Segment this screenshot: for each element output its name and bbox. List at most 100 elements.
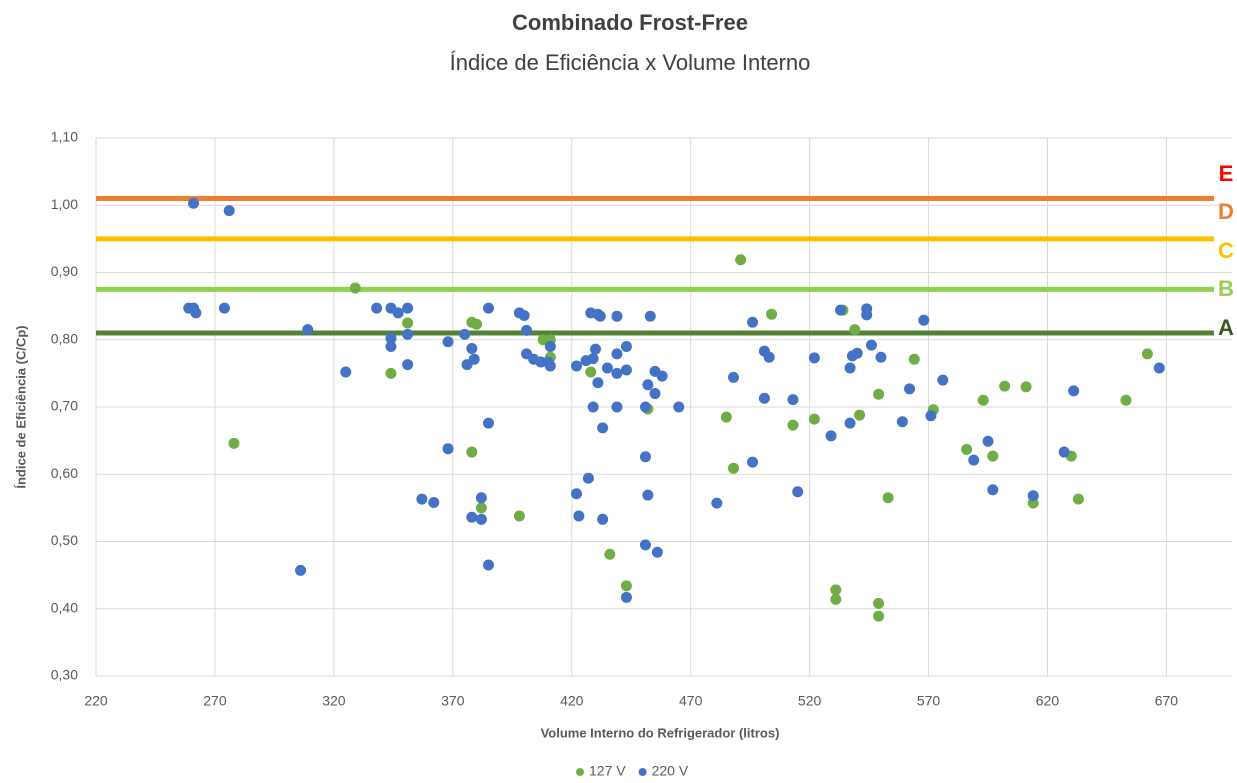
x-tick-label: 570 <box>917 693 941 709</box>
legend-label: 220 V <box>652 763 689 779</box>
point <box>642 379 654 391</box>
point <box>937 374 949 386</box>
point <box>982 435 994 447</box>
point <box>218 302 230 314</box>
point <box>639 539 651 551</box>
point <box>590 343 602 355</box>
point <box>475 513 487 525</box>
x-tick-label: 620 <box>1036 693 1060 709</box>
point <box>585 366 597 378</box>
point <box>601 362 613 374</box>
point <box>763 351 775 363</box>
point <box>720 411 732 423</box>
point <box>1153 362 1165 374</box>
point <box>925 410 937 422</box>
point <box>999 380 1011 392</box>
point <box>475 502 487 514</box>
point <box>597 422 609 434</box>
point <box>849 324 861 336</box>
point <box>873 388 885 400</box>
point <box>402 359 414 371</box>
point <box>482 302 494 314</box>
point <box>571 488 583 500</box>
x-tick-label: 520 <box>798 693 822 709</box>
y-tick-label: 0,40 <box>51 599 78 615</box>
class-label: C <box>1218 238 1234 263</box>
point <box>471 318 483 330</box>
point <box>518 310 530 322</box>
point <box>611 401 623 413</box>
point <box>442 336 454 348</box>
y-tick-label: 1,00 <box>51 196 78 212</box>
class-label: B <box>1218 276 1234 301</box>
point <box>727 371 739 383</box>
point <box>620 591 632 603</box>
legend-label: 127 V <box>589 763 626 779</box>
point <box>466 511 478 523</box>
point <box>961 443 973 455</box>
point <box>544 340 556 352</box>
point <box>592 377 604 389</box>
point <box>808 352 820 364</box>
point <box>844 362 856 374</box>
point <box>873 597 885 609</box>
point <box>1072 493 1084 505</box>
point <box>475 492 487 504</box>
class-label: E <box>1219 161 1234 186</box>
point <box>1027 490 1039 502</box>
point <box>835 304 847 316</box>
point <box>587 353 599 365</box>
point <box>513 510 525 522</box>
chart-subtitle: Índice de Eficiência x Volume Interno <box>450 50 811 75</box>
point <box>787 394 799 406</box>
point <box>830 593 842 605</box>
point <box>792 486 804 498</box>
point <box>340 366 352 378</box>
point <box>642 489 654 501</box>
point <box>466 342 478 354</box>
point <box>787 419 799 431</box>
x-tick-label: 270 <box>203 693 227 709</box>
point <box>402 317 414 329</box>
point <box>468 353 480 365</box>
point <box>875 351 887 363</box>
y-tick-label: 0,80 <box>51 330 78 346</box>
point <box>611 310 623 322</box>
point <box>766 308 778 320</box>
point <box>896 416 908 428</box>
point <box>385 340 397 352</box>
point <box>571 360 583 372</box>
point <box>223 205 235 217</box>
y-tick-label: 0,70 <box>51 398 78 414</box>
point <box>639 401 651 413</box>
point <box>1120 394 1132 406</box>
point <box>295 564 307 576</box>
x-tick-label: 220 <box>84 693 108 709</box>
point <box>587 401 599 413</box>
point <box>371 302 383 314</box>
point <box>597 513 609 525</box>
point <box>854 409 866 421</box>
point <box>188 197 200 209</box>
point <box>651 546 663 558</box>
x-tick-label: 670 <box>1155 693 1179 709</box>
point <box>349 282 361 294</box>
point <box>735 254 747 266</box>
point <box>442 443 454 455</box>
point <box>385 367 397 379</box>
point <box>908 353 920 365</box>
point <box>1058 446 1070 458</box>
point <box>459 328 471 340</box>
point <box>747 316 759 328</box>
point <box>639 451 651 463</box>
point <box>544 360 556 372</box>
point <box>977 394 989 406</box>
point <box>302 324 314 336</box>
point <box>190 307 202 319</box>
point <box>428 496 440 508</box>
point <box>830 584 842 596</box>
y-tick-label: 0,60 <box>51 465 78 481</box>
point <box>1020 381 1032 393</box>
point <box>466 446 478 458</box>
point <box>861 309 873 321</box>
